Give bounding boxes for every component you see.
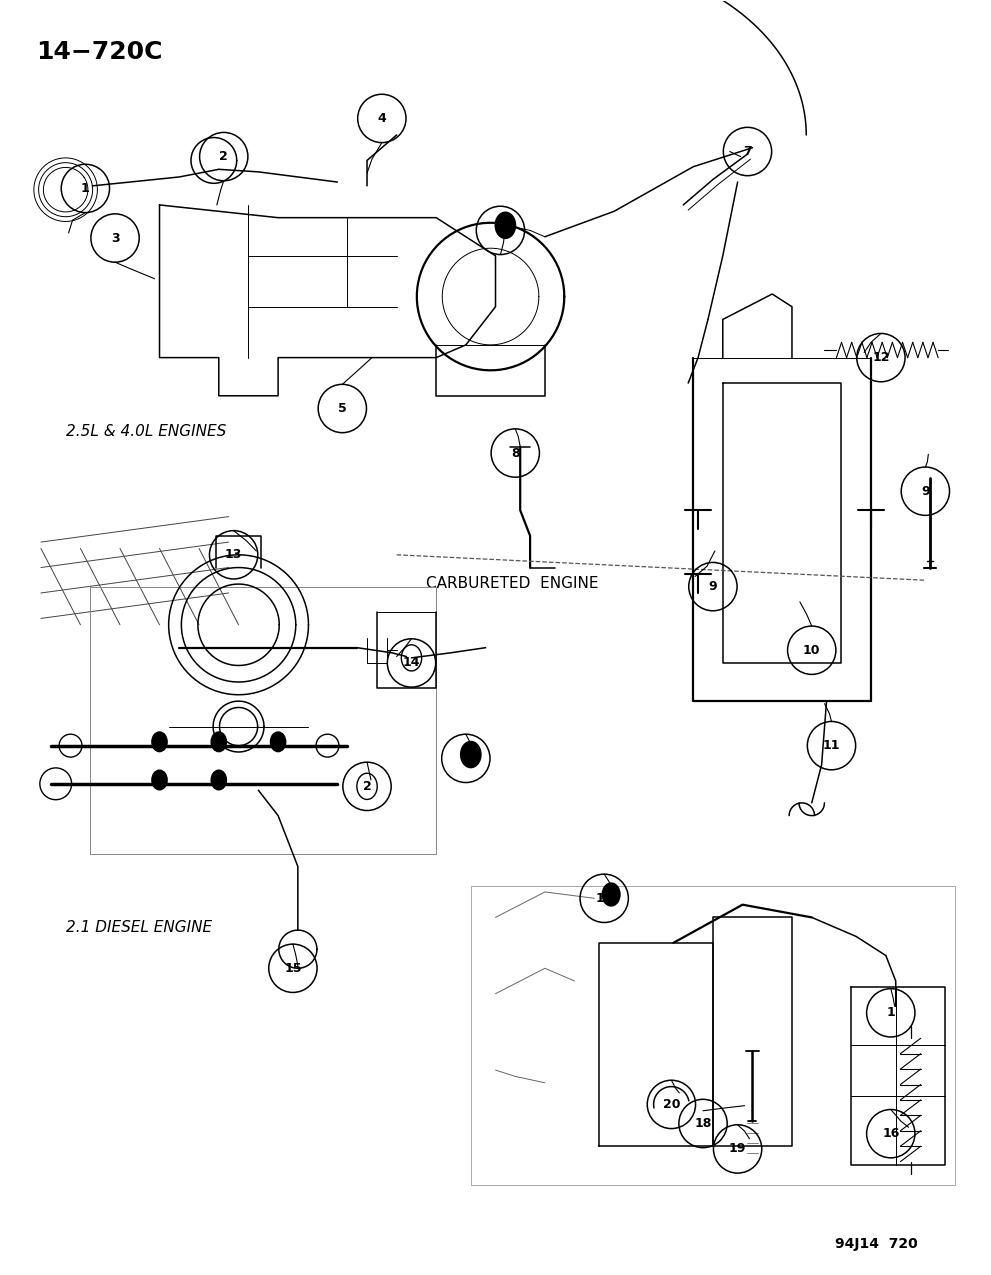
Text: 7: 7 bbox=[743, 145, 752, 158]
Text: 13: 13 bbox=[225, 548, 243, 561]
Text: 2: 2 bbox=[363, 780, 372, 793]
Text: 17: 17 bbox=[596, 891, 613, 905]
Text: 15: 15 bbox=[284, 961, 301, 975]
Circle shape bbox=[152, 732, 167, 752]
Circle shape bbox=[211, 770, 226, 789]
Circle shape bbox=[152, 770, 167, 789]
Text: 94J14  720: 94J14 720 bbox=[834, 1237, 918, 1251]
Text: 10: 10 bbox=[803, 644, 821, 657]
Text: 20: 20 bbox=[663, 1098, 680, 1111]
Text: 8: 8 bbox=[511, 446, 519, 459]
Text: 3: 3 bbox=[111, 232, 119, 245]
Circle shape bbox=[271, 732, 285, 752]
Text: 5: 5 bbox=[338, 402, 347, 414]
Circle shape bbox=[211, 732, 226, 752]
Text: 2.1 DIESEL ENGINE: 2.1 DIESEL ENGINE bbox=[65, 921, 212, 935]
Circle shape bbox=[461, 742, 481, 768]
Text: 16: 16 bbox=[882, 1127, 900, 1140]
Text: 1: 1 bbox=[886, 1006, 895, 1019]
Text: 19: 19 bbox=[729, 1142, 746, 1155]
Circle shape bbox=[603, 884, 620, 907]
Text: 4: 4 bbox=[378, 112, 386, 125]
Text: 9: 9 bbox=[709, 580, 717, 593]
Text: 12: 12 bbox=[872, 351, 890, 365]
Text: 14−720C: 14−720C bbox=[36, 40, 163, 64]
Text: 6: 6 bbox=[496, 224, 504, 237]
Circle shape bbox=[496, 212, 515, 238]
Text: CARBURETED  ENGINE: CARBURETED ENGINE bbox=[426, 576, 599, 592]
Text: 2.5L & 4.0L ENGINES: 2.5L & 4.0L ENGINES bbox=[65, 423, 226, 439]
Text: 9: 9 bbox=[921, 484, 930, 497]
Text: 1: 1 bbox=[81, 182, 90, 195]
Text: 18: 18 bbox=[695, 1117, 712, 1130]
Text: 2: 2 bbox=[219, 150, 228, 163]
Text: 6: 6 bbox=[462, 752, 470, 765]
Text: 14: 14 bbox=[402, 657, 420, 669]
Text: 11: 11 bbox=[823, 740, 840, 752]
